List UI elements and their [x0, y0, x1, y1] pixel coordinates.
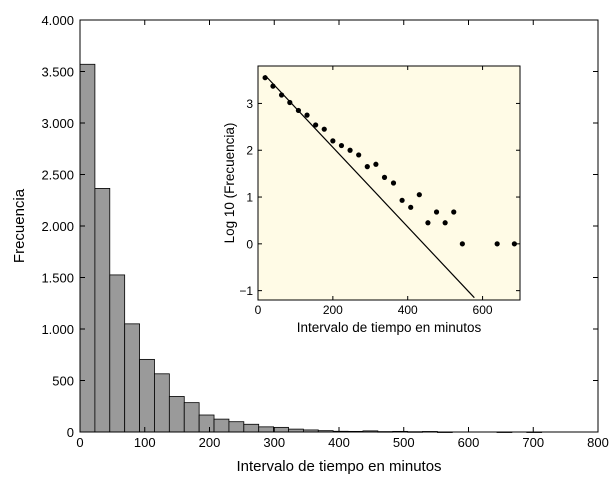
- y-tick-label: 2.500: [41, 168, 74, 183]
- x-tick-label: 800: [587, 435, 609, 450]
- x-tick-label: 300: [263, 435, 285, 450]
- scatter-point: [270, 83, 276, 89]
- scatter-point: [390, 180, 397, 186]
- scatter-point: [278, 92, 285, 98]
- y-tick-label: 1.000: [41, 322, 74, 337]
- scatter-point: [373, 161, 379, 167]
- scatter-point: [338, 142, 345, 149]
- y-tick-label: 3.500: [41, 65, 74, 80]
- y-tick-label: 500: [52, 374, 74, 389]
- inset-x-tick-label: 0: [255, 303, 262, 317]
- inset-x-tick-label: 600: [473, 303, 493, 317]
- y-tick-label: 2.000: [41, 219, 74, 234]
- inset-y-tick-label: 3: [246, 97, 253, 111]
- scatter-point: [347, 147, 353, 153]
- x-tick-label: 400: [328, 435, 350, 450]
- y-tick-label: 1.500: [41, 271, 74, 286]
- x-tick-label: 0: [76, 435, 83, 450]
- scatter-point: [313, 122, 319, 128]
- inset-y-tick-label: 2: [246, 144, 253, 158]
- scatter-point: [459, 241, 465, 247]
- scatter-point: [442, 220, 448, 226]
- y-axis-title: Frecuencia: [11, 188, 28, 263]
- scatter-point: [262, 75, 268, 81]
- scatter-point: [364, 164, 370, 170]
- x-tick-label: 200: [199, 435, 221, 450]
- x-tick-label: 700: [522, 435, 544, 450]
- scatter-point: [287, 99, 293, 106]
- scatter-point: [295, 107, 302, 114]
- y-tick-label: 0: [67, 425, 74, 440]
- scatter-point: [494, 241, 500, 247]
- scatter-point: [416, 192, 422, 198]
- scatter-point: [451, 209, 457, 215]
- inset-y-tick-label: 0: [246, 237, 253, 251]
- inset-x-tick-label: 400: [398, 303, 418, 317]
- scatter-point: [356, 152, 362, 158]
- histogram-bar: [154, 373, 170, 433]
- scatter-point: [321, 126, 327, 132]
- y-tick-label: 3.000: [41, 116, 74, 131]
- histogram-bar: [228, 421, 245, 433]
- inset-x-tick-label: 200: [323, 303, 343, 317]
- scatter-point: [381, 174, 388, 180]
- histogram-bar: [168, 396, 185, 433]
- x-tick-label: 100: [134, 435, 156, 450]
- inset-background: [258, 66, 520, 300]
- scatter-point: [399, 197, 405, 203]
- inset-y-tick-label: 1: [246, 191, 253, 205]
- inset-plot-frame: [257, 65, 521, 301]
- histogram-bar: [273, 426, 289, 433]
- inset-x-axis-title: Intervalo de tiempo en minutos: [297, 320, 482, 335]
- y-tick-label: 4.000: [41, 13, 74, 28]
- main-histogram: 0 100 200 300 400 500 600 700 80005001.0001.5002…: [11, 13, 609, 475]
- histogram-bar: [213, 418, 230, 433]
- histogram-bar: [139, 358, 155, 433]
- histogram-bar: [79, 63, 96, 433]
- scatter-point: [433, 209, 440, 215]
- inset-y-axis-title: Log 10 (Frecuencia): [222, 123, 237, 244]
- scatter-point: [330, 138, 336, 144]
- histogram-bar: [198, 414, 215, 433]
- histogram-bar: [124, 323, 140, 433]
- scatter-point: [304, 112, 310, 118]
- scatter-point: [425, 220, 431, 226]
- x-tick-label: 500: [393, 435, 415, 450]
- x-tick-label: 600: [458, 435, 480, 450]
- histogram-bar: [94, 188, 111, 433]
- histogram-bar: [243, 423, 260, 433]
- histogram-bar: [109, 274, 126, 433]
- scatter-point: [408, 204, 414, 210]
- histogram-bar: [183, 402, 200, 433]
- histogram-bar: [258, 426, 275, 433]
- x-axis-title: Intervalo de tiempo en minutos: [236, 458, 441, 475]
- inset-y-tick-label: −1: [239, 284, 253, 298]
- scatter-point: [511, 241, 517, 247]
